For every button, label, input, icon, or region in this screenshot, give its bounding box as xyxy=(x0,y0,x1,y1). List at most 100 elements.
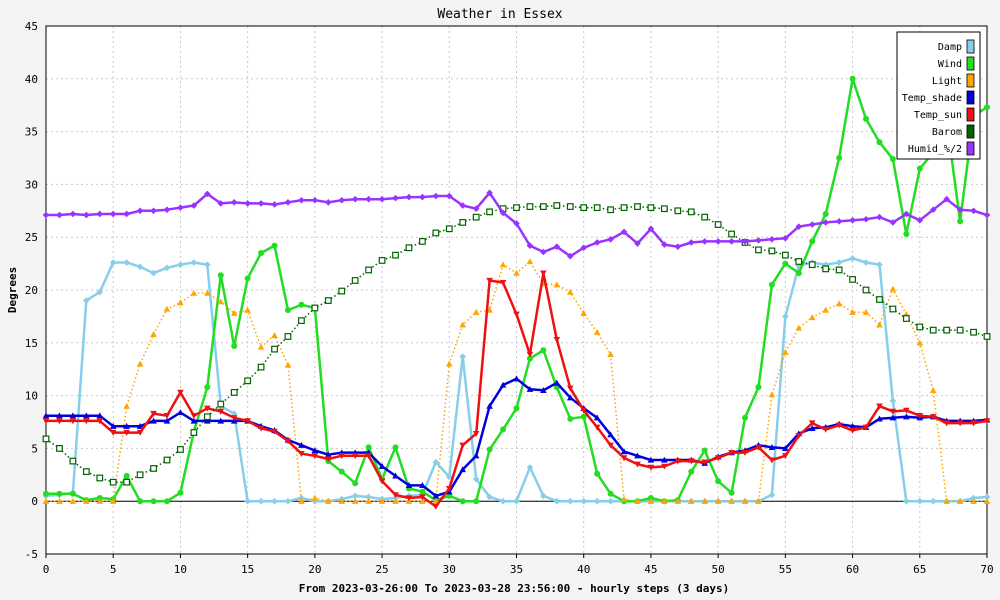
damp-point xyxy=(499,497,507,505)
barom-point xyxy=(244,377,252,385)
barom-point xyxy=(459,219,467,226)
humid-2-point xyxy=(472,205,480,212)
temp-sun-point xyxy=(472,430,480,437)
series-temp-sun xyxy=(42,270,991,510)
light-point xyxy=(620,495,628,502)
temp-sun-point xyxy=(634,461,641,468)
humid-2-point xyxy=(298,196,305,204)
barom-point xyxy=(620,204,628,212)
wind-point xyxy=(298,301,305,308)
x-tick-label: 5 xyxy=(110,563,117,576)
barom-point xyxy=(835,266,843,274)
temp-shade-point xyxy=(889,414,897,421)
damp-point xyxy=(768,491,776,499)
series-humid-2 xyxy=(42,189,991,260)
humid-2-point xyxy=(445,192,453,200)
damp-point xyxy=(553,497,561,505)
y-tick-label: -5 xyxy=(25,548,38,561)
temp-shade-point xyxy=(42,412,50,419)
light-point xyxy=(607,351,614,358)
temp-sun-point xyxy=(230,415,238,422)
humid-2-point xyxy=(580,244,588,252)
barom-point xyxy=(432,229,440,237)
temp-shade-point xyxy=(661,456,668,463)
light-point xyxy=(123,402,130,409)
temp-sun-point xyxy=(768,457,776,464)
humid-2-point xyxy=(42,211,50,219)
humid-2-point xyxy=(620,228,628,236)
humid-2-point xyxy=(109,210,117,218)
light-point xyxy=(876,321,883,328)
wind-point xyxy=(863,115,870,122)
temp-sun-point xyxy=(929,414,937,421)
humid-2-point xyxy=(311,196,319,204)
temp-sun-point xyxy=(69,418,77,425)
temp-shade-point xyxy=(298,441,305,448)
humid-2-point xyxy=(755,237,762,244)
damp-point xyxy=(136,263,144,271)
damp-point xyxy=(876,261,883,268)
wind-point xyxy=(755,384,762,391)
damp-point xyxy=(540,492,547,500)
series-barom xyxy=(42,202,991,486)
damp-point xyxy=(526,464,534,471)
humid-2-point xyxy=(768,236,776,243)
legend: Damp Wind Light Temp_shade Temp_sun Barom Humi… xyxy=(896,31,981,160)
temp-shade-point xyxy=(311,447,319,454)
temp-sun-point xyxy=(338,453,346,460)
light-point xyxy=(553,281,561,288)
x-tick-label: 55 xyxy=(779,563,792,576)
y-tick-label: 20 xyxy=(25,284,38,297)
temp-shade-point xyxy=(96,412,104,419)
humid-2-point xyxy=(230,199,238,206)
humid-2-point xyxy=(808,221,816,228)
humid-2-point xyxy=(553,243,561,251)
temp-sun-point xyxy=(459,442,467,449)
barom-point xyxy=(566,203,574,210)
light-point xyxy=(42,497,50,504)
humid-2-point xyxy=(338,196,346,204)
light-point xyxy=(392,497,399,504)
temp-sun-point xyxy=(540,270,547,277)
wind-point xyxy=(338,468,345,475)
humid-2-point xyxy=(943,195,950,203)
humid-2-point xyxy=(876,213,883,221)
wind-point xyxy=(204,384,211,391)
barom-point xyxy=(943,326,951,334)
temp-sun-point xyxy=(419,494,426,501)
x-tick-label: 15 xyxy=(241,563,254,576)
humid-2-point xyxy=(204,190,211,198)
light-point xyxy=(956,497,964,504)
damp-point xyxy=(96,288,104,296)
humid-2-point xyxy=(593,239,601,246)
barom-point xyxy=(634,203,641,210)
light-point xyxy=(808,314,816,321)
damp-point xyxy=(190,259,198,266)
wind-point xyxy=(513,405,520,412)
y-tick-label: 10 xyxy=(25,390,38,403)
damp-point xyxy=(889,397,897,405)
temp-shade-point xyxy=(540,387,547,393)
barom-point xyxy=(580,204,588,212)
temp-shade-point xyxy=(123,422,130,429)
light-point xyxy=(271,332,278,339)
barom-point xyxy=(271,345,278,353)
wind-point xyxy=(473,498,480,505)
axes: -5 0 5 10 15 20 25 30 35 40 45 0 5 10 15 20 25 30 35 40 45 50… xyxy=(25,20,994,576)
damp-point xyxy=(566,497,574,505)
temp-shade-point xyxy=(56,412,63,419)
temp-sun-point xyxy=(56,418,63,425)
barom-point xyxy=(526,203,534,210)
light-point xyxy=(230,309,238,316)
plot-frame xyxy=(45,25,988,555)
humid-2-point xyxy=(728,238,735,245)
x-tick-label: 45 xyxy=(644,563,657,576)
light-point xyxy=(472,308,480,315)
wind-point xyxy=(258,250,265,257)
wind-point xyxy=(217,272,224,279)
y-tick-label: 45 xyxy=(25,20,38,33)
barom-point xyxy=(472,213,480,221)
temp-sun-point xyxy=(365,453,372,460)
temp-shade-point xyxy=(432,492,440,499)
